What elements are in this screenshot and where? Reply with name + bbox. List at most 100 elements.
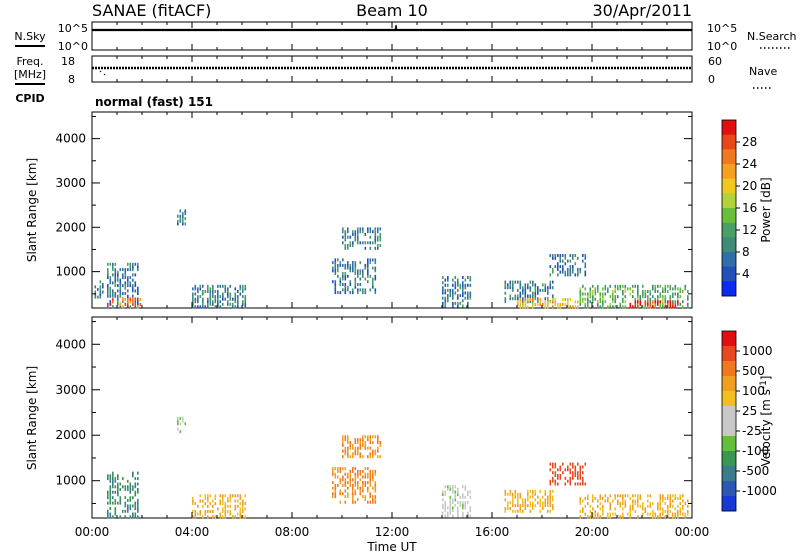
echo-cell [554,302,557,306]
echo-cell [542,504,544,508]
echo-cell [457,487,459,491]
echo-cell [524,288,527,292]
echo-cell [614,507,617,511]
echo-cell [99,290,102,294]
echo-cell [464,503,467,507]
echo-cell [122,298,124,301]
echo-cell [507,286,509,290]
echo-cell [669,504,672,508]
echo-cell [447,294,449,298]
echo-cell [94,293,97,296]
echo-cell [639,494,642,498]
echo-cell [354,438,357,442]
echo-cell [354,475,357,479]
echo-cell [334,475,337,479]
echo-cell [462,283,464,287]
echo-cell [599,295,602,299]
echo-cell [344,266,347,270]
echo-cell [339,478,342,482]
echo-cell [572,471,574,475]
echo-cell [444,278,447,282]
echo-cell [577,305,579,309]
echo-cell [652,302,654,306]
echo-cell [342,283,344,286]
echo-cell [234,297,237,301]
echo-cell [124,509,127,513]
echo-cell [209,300,212,304]
echo-cell [457,493,459,497]
colorbar-tick-label: 24 [742,157,757,171]
echo-cell [217,284,219,288]
echo-cell [609,504,612,508]
echo-cell [377,235,379,239]
echo-cell [617,502,619,506]
echo-cell [649,290,652,293]
station-title: SANAE (fitACF) [92,1,211,20]
echo-cell [229,494,232,498]
echo-cell [337,258,339,262]
echo-cell [449,487,452,491]
echo-cell [112,501,114,505]
echo-cell [452,296,454,300]
echo-cell [637,292,639,296]
echo-cell [664,305,667,309]
echo-cell [467,490,469,494]
echo-cell [684,515,687,519]
echo-cell [579,510,582,513]
echo-cell [344,244,347,247]
echo-cell [107,474,109,478]
echo-cell [222,507,224,511]
echo-cell [464,487,467,491]
echo-cell [344,277,347,281]
echo-cell [442,288,444,292]
echo-cell [372,469,374,473]
echo-cell [454,276,457,279]
echo-cell [359,441,362,444]
echo-cell [462,299,464,303]
echo-cell [557,476,559,480]
echo-cell [587,305,589,309]
echo-cell [649,512,652,516]
echo-cell [624,504,627,508]
echo-cell [362,230,364,234]
echo-cell [534,492,537,496]
echo-cell [117,294,119,298]
echo-cell [444,509,447,513]
echo-cell [347,495,349,499]
echo-cell [132,496,134,500]
echo-cell [647,295,649,299]
echo-cell [354,269,357,273]
echo-cell [207,494,209,498]
echo-cell [114,479,117,483]
echo-cell [137,501,139,505]
echo-cell [374,235,377,239]
echo-cell [592,499,594,503]
echo-cell [357,441,359,444]
echo-cell [519,302,522,306]
echo-cell [119,515,122,519]
echo-cell [547,302,549,306]
echo-cell [334,492,337,496]
echo-cell [532,501,534,505]
echo-cell [549,495,552,499]
echo-cell [177,222,179,226]
echo-cell [362,481,364,485]
echo-cell [222,510,224,513]
echo-cell [522,286,524,290]
colorbar-segment [722,193,736,209]
echo-cell [444,503,447,507]
echo-cell [107,512,109,516]
echo-cell [114,292,117,295]
echo-cell [459,286,462,290]
echo-cell [629,305,632,309]
echo-cell [349,455,352,459]
echo-cell [344,446,347,450]
echo-cell [357,483,359,487]
echo-cell [512,498,514,502]
echo-cell [659,499,662,503]
echo-cell [637,502,639,506]
echo-cell [559,474,562,477]
echo-cell [374,481,377,485]
echo-cell [447,288,449,292]
echo-cell [577,471,579,475]
